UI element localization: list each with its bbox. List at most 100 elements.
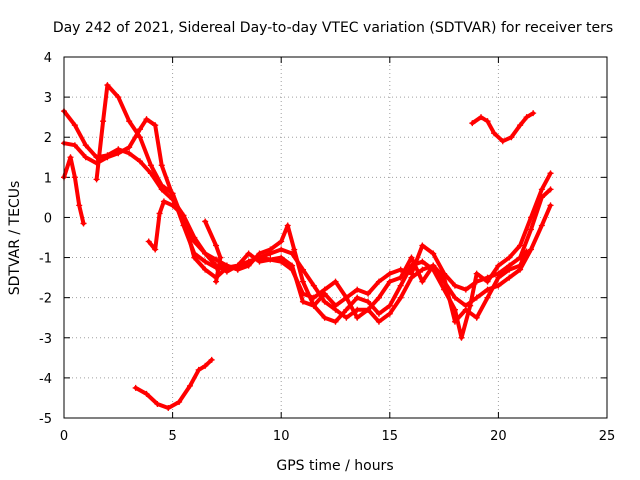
data-point-marker — [508, 134, 515, 141]
data-point-marker — [71, 122, 78, 129]
data-point-marker — [202, 266, 209, 273]
data-point-marker — [517, 242, 524, 249]
x-tick-label: 0 — [60, 429, 68, 444]
data-point-marker — [506, 274, 513, 281]
data-point-marker — [354, 294, 361, 301]
data-point-marker — [547, 202, 554, 209]
y-tick-label: -5 — [39, 412, 52, 427]
data-point-marker — [278, 238, 285, 245]
data-point-marker — [523, 248, 530, 255]
data-point-marker — [169, 190, 176, 197]
data-point-marker — [76, 202, 83, 209]
data-point-marker — [441, 274, 448, 281]
plot-frame — [63, 56, 608, 419]
x-tick-label: 20 — [490, 429, 507, 444]
data-point-marker — [527, 214, 534, 221]
data-point-marker — [462, 306, 469, 313]
data-point-marker — [289, 266, 296, 273]
data-point-marker — [375, 294, 382, 301]
y-tick-label: 0 — [44, 211, 52, 226]
data-point-marker — [530, 110, 537, 117]
data-point-marker — [408, 270, 415, 277]
data-point-marker — [126, 150, 133, 157]
data-point-marker — [473, 314, 480, 321]
data-point-marker — [245, 262, 252, 269]
data-point-marker — [137, 158, 144, 165]
data-point-marker — [132, 384, 139, 391]
data-point-marker — [495, 274, 502, 281]
data-point-marker — [145, 238, 152, 245]
data-point-marker — [419, 278, 426, 285]
data-point-marker — [158, 162, 165, 169]
data-point-marker — [284, 222, 291, 229]
data-point-marker — [160, 198, 167, 205]
data-point-marker — [386, 270, 393, 277]
data-point-marker — [458, 334, 465, 341]
data-point-marker — [152, 122, 159, 129]
data-point-marker — [397, 294, 404, 301]
series-track-6 — [202, 218, 224, 285]
data-point-marker — [126, 144, 133, 151]
data-point-marker — [80, 220, 87, 227]
y-tick-label: 3 — [44, 91, 52, 106]
series-track-5 — [145, 198, 530, 325]
data-point-marker — [386, 302, 393, 309]
data-point-marker — [278, 246, 285, 253]
data-point-marker — [365, 306, 372, 313]
data-point-marker — [176, 398, 183, 405]
data-point-marker — [343, 314, 350, 321]
data-point-marker — [365, 290, 372, 297]
data-point-marker — [115, 150, 122, 157]
data-point-marker — [104, 154, 111, 161]
data-point-marker — [484, 286, 491, 293]
data-point-marker — [484, 278, 491, 285]
data-point-marker — [469, 120, 476, 127]
data-point-marker — [147, 162, 154, 169]
chart-title: Day 242 of 2021, Sidereal Day-to-day VTE… — [53, 20, 613, 36]
data-point-marker — [178, 210, 185, 217]
data-series — [61, 82, 554, 411]
data-point-marker — [223, 264, 230, 271]
data-point-marker — [354, 286, 361, 293]
data-point-marker — [343, 294, 350, 301]
data-point-marker — [321, 298, 328, 305]
data-point-marker — [478, 114, 485, 121]
data-point-marker — [419, 258, 426, 265]
data-point-marker — [397, 266, 404, 273]
data-point-marker — [430, 262, 437, 269]
data-point-marker — [484, 294, 491, 301]
data-point-marker — [499, 138, 506, 145]
data-point-marker — [152, 246, 159, 253]
data-point-marker — [213, 242, 220, 249]
data-point-marker — [267, 246, 274, 253]
series-line — [133, 357, 214, 410]
data-point-marker — [547, 186, 554, 193]
data-point-marker — [419, 242, 426, 249]
data-point-marker — [137, 126, 144, 133]
data-point-marker — [234, 262, 241, 269]
data-point-marker — [473, 270, 480, 277]
data-point-marker — [104, 82, 111, 89]
data-point-marker — [375, 278, 382, 285]
data-point-marker — [343, 306, 350, 313]
y-tick-label: 4 — [44, 51, 52, 66]
data-point-marker — [82, 142, 89, 149]
data-point-marker — [267, 256, 274, 263]
y-tick-label: -1 — [39, 252, 52, 267]
data-point-marker — [256, 258, 263, 265]
data-point-marker — [147, 170, 154, 177]
series-line — [62, 155, 86, 226]
x-tick-label: 15 — [382, 429, 399, 444]
grid-lines — [64, 57, 607, 418]
data-point-marker — [202, 250, 209, 257]
data-point-marker — [397, 282, 404, 289]
data-point-marker — [195, 366, 202, 373]
data-point-marker — [278, 258, 285, 265]
data-point-marker — [213, 278, 220, 285]
data-point-marker — [495, 282, 502, 289]
data-point-marker — [299, 298, 306, 305]
y-tick-label: -3 — [39, 332, 52, 347]
x-axis-label: GPS time / hours — [276, 458, 393, 474]
data-point-marker — [354, 314, 361, 321]
y-tick-label: 1 — [44, 171, 52, 186]
